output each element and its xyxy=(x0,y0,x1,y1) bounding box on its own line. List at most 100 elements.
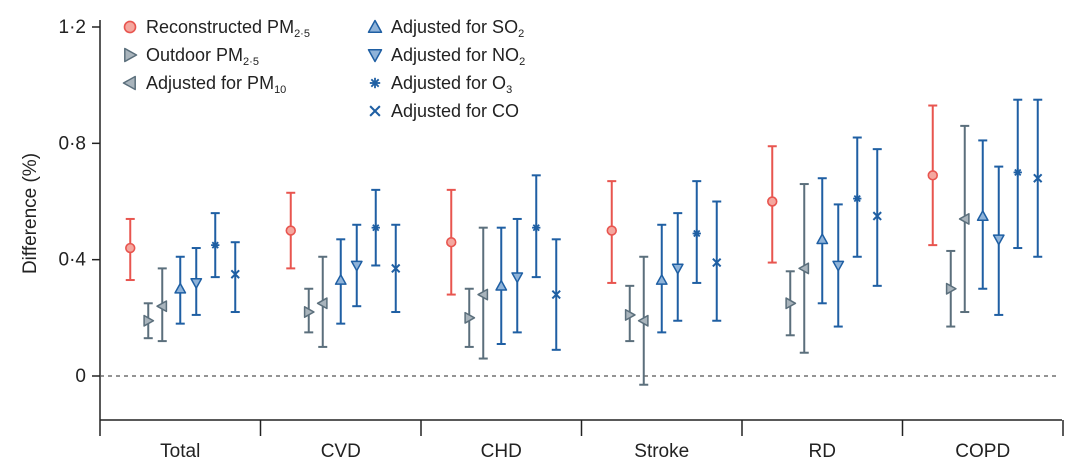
legend-so2-icon xyxy=(367,19,383,33)
point-marker xyxy=(511,272,524,284)
x-tick-label-stroke: Stroke xyxy=(634,441,689,462)
point-so2-rd xyxy=(816,177,829,305)
point-marker xyxy=(872,211,882,221)
point-reconstructed-stroke xyxy=(606,180,617,284)
point-marker xyxy=(637,314,649,327)
x-tick-label-total: Total xyxy=(160,441,200,462)
point-marker xyxy=(230,269,240,279)
point-marker xyxy=(945,282,957,295)
legend-reconstructed-icon xyxy=(123,20,137,34)
point-pm10-total xyxy=(156,267,168,343)
point-marker xyxy=(334,274,347,285)
legend-label: Adjusted for SO2 xyxy=(391,17,524,40)
point-no2-copd xyxy=(992,165,1005,316)
point-co-copd xyxy=(1033,98,1043,258)
point-marker xyxy=(712,257,722,268)
legend-item-reconstructed: Reconstructed PM2·5 xyxy=(123,17,310,40)
point-pm10-stroke xyxy=(637,255,649,386)
point-so2-stroke xyxy=(655,223,668,334)
point-co-rd xyxy=(872,148,882,287)
legend-no2-icon xyxy=(367,49,383,63)
point-marker xyxy=(976,210,989,221)
point-marker xyxy=(211,240,220,250)
point-marker xyxy=(624,308,636,321)
point-co-stroke xyxy=(712,200,722,322)
point-pm10-rd xyxy=(798,183,810,354)
point-co-chd xyxy=(551,238,561,351)
point-marker xyxy=(785,297,797,310)
legend-item-co: Adjusted for CO xyxy=(369,101,519,121)
point-o3-rd xyxy=(852,136,862,258)
legend-label: Outdoor PM2·5 xyxy=(146,45,259,68)
point-marker xyxy=(285,225,296,236)
point-outdoor-stroke xyxy=(624,284,636,343)
point-outdoor-rd xyxy=(785,270,797,337)
point-so2-copd xyxy=(976,139,989,290)
x-tick-label-rd: RD xyxy=(809,441,836,462)
point-co-total xyxy=(230,241,240,314)
point-marker xyxy=(655,274,668,285)
legend-co-icon xyxy=(369,105,381,117)
point-o3-total xyxy=(210,212,220,279)
point-marker xyxy=(464,311,476,324)
legend-item-outdoor: Outdoor PM2·5 xyxy=(124,45,259,68)
point-marker xyxy=(671,263,684,275)
point-o3-stroke xyxy=(692,180,702,284)
y-tick-label: 0 xyxy=(75,366,86,387)
point-marker xyxy=(156,300,168,313)
point-o3-chd xyxy=(531,174,541,279)
point-no2-rd xyxy=(832,203,845,328)
point-marker xyxy=(350,260,363,272)
chart-axes: 0 0·4 0·8 1·2 Difference (%) Total CVD CHD Strok… xyxy=(20,17,1064,462)
point-marker xyxy=(816,233,829,245)
point-marker xyxy=(692,229,701,238)
legend-label: Adjusted for O3 xyxy=(391,73,512,96)
point-marker xyxy=(927,170,938,181)
legend-pm10-icon xyxy=(122,75,136,91)
point-marker xyxy=(174,282,187,294)
legend-label: Adjusted for CO xyxy=(391,101,519,121)
point-outdoor-total xyxy=(143,302,155,340)
x-tick-label-chd: CHD xyxy=(481,441,522,462)
point-marker xyxy=(371,223,380,232)
point-so2-chd xyxy=(495,226,508,346)
y-axis-title: Difference (%) xyxy=(20,153,41,274)
point-marker xyxy=(495,279,508,291)
legend-item-no2: Adjusted for NO2 xyxy=(367,45,525,68)
point-marker xyxy=(551,289,561,300)
point-reconstructed-chd xyxy=(446,188,457,296)
y-tick-label: 0·8 xyxy=(59,133,86,154)
point-marker xyxy=(303,306,315,318)
legend-outdoor-icon xyxy=(124,47,138,63)
point-marker xyxy=(190,278,203,289)
point-marker xyxy=(798,262,810,275)
point-outdoor-chd xyxy=(464,287,476,348)
legend-item-pm10: Adjusted for PM10 xyxy=(122,73,286,96)
point-outdoor-cvd xyxy=(303,287,315,334)
point-marker xyxy=(606,225,617,236)
point-pm10-chd xyxy=(477,226,489,360)
point-marker xyxy=(316,297,328,310)
point-pm10-copd xyxy=(958,124,970,314)
point-marker xyxy=(125,242,136,254)
y-tick-label: 1·2 xyxy=(59,17,86,38)
y-tick-label: 0·4 xyxy=(59,250,87,271)
legend-item-o3: Adjusted for O3 xyxy=(369,73,512,96)
legend-label: Reconstructed PM2·5 xyxy=(146,17,310,40)
point-so2-total xyxy=(174,255,187,325)
legend-o3-icon xyxy=(369,77,381,89)
point-reconstructed-rd xyxy=(767,145,778,264)
point-reconstructed-cvd xyxy=(285,191,296,270)
point-marker xyxy=(1013,168,1022,177)
point-marker xyxy=(853,194,862,203)
point-marker xyxy=(767,196,778,207)
point-marker xyxy=(446,236,457,248)
legend-label: Adjusted for NO2 xyxy=(391,45,525,68)
legend-item-so2: Adjusted for SO2 xyxy=(367,17,524,40)
x-tick-label-copd: COPD xyxy=(955,441,1010,462)
point-o3-copd xyxy=(1013,98,1023,250)
point-o3-cvd xyxy=(371,188,381,267)
point-marker xyxy=(832,260,845,272)
legend-label: Adjusted for PM10 xyxy=(146,73,286,96)
